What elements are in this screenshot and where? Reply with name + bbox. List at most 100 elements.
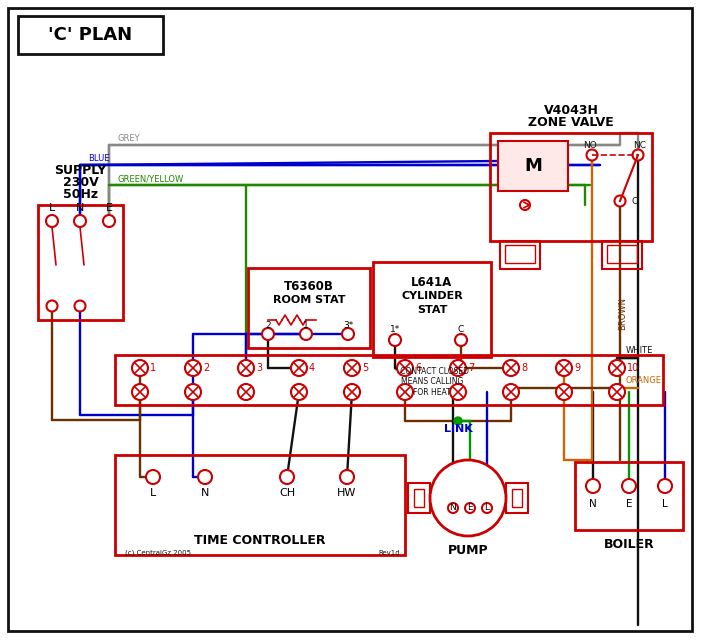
Text: NO: NO <box>583 140 597 149</box>
Text: NC: NC <box>633 140 647 149</box>
Circle shape <box>344 360 360 376</box>
Bar <box>18 16 163 54</box>
Bar <box>505 245 535 263</box>
Bar <box>38 205 123 320</box>
Circle shape <box>455 334 467 346</box>
Text: L: L <box>662 499 668 509</box>
Circle shape <box>658 479 672 493</box>
Text: WHITE: WHITE <box>626 346 654 355</box>
Text: GREEN/YELLOW: GREEN/YELLOW <box>117 174 183 183</box>
Text: GREY: GREY <box>117 134 140 143</box>
Circle shape <box>503 360 519 376</box>
Text: E: E <box>625 499 633 509</box>
Circle shape <box>340 470 354 484</box>
Circle shape <box>300 328 312 340</box>
Circle shape <box>586 479 600 493</box>
Text: 7: 7 <box>468 363 475 373</box>
Circle shape <box>291 384 307 400</box>
Circle shape <box>448 503 458 513</box>
Text: TIME CONTROLLER: TIME CONTROLLER <box>194 533 326 547</box>
Text: T6360B: T6360B <box>284 279 334 292</box>
Text: N: N <box>449 503 456 513</box>
Bar <box>248 268 370 348</box>
Bar <box>115 355 663 405</box>
Text: ZONE VALVE: ZONE VALVE <box>528 117 614 129</box>
Text: C: C <box>458 324 464 333</box>
Text: 3: 3 <box>256 363 262 373</box>
Circle shape <box>397 384 413 400</box>
Text: 4: 4 <box>309 363 315 373</box>
Text: BLUE: BLUE <box>88 154 110 163</box>
Text: BROWN: BROWN <box>618 297 628 330</box>
Circle shape <box>482 503 492 513</box>
Text: 8: 8 <box>521 363 527 373</box>
Circle shape <box>503 384 519 400</box>
Text: CH: CH <box>279 488 295 498</box>
Text: L641A: L641A <box>411 276 453 288</box>
Bar <box>512 489 522 507</box>
Text: (c) CentralGz 2005: (c) CentralGz 2005 <box>125 550 191 556</box>
Circle shape <box>342 328 354 340</box>
Text: LINK: LINK <box>444 424 472 434</box>
Bar <box>408 483 430 513</box>
Circle shape <box>74 215 86 227</box>
Text: 1: 1 <box>303 320 309 329</box>
Circle shape <box>46 301 58 312</box>
Bar <box>500 241 540 269</box>
Text: E: E <box>468 503 473 513</box>
Circle shape <box>622 479 636 493</box>
Text: N: N <box>76 203 84 213</box>
Circle shape <box>556 384 572 400</box>
Circle shape <box>132 360 148 376</box>
Text: STAT: STAT <box>417 305 447 315</box>
Circle shape <box>185 360 201 376</box>
Circle shape <box>103 215 115 227</box>
Text: ORANGE: ORANGE <box>626 376 662 385</box>
Text: L: L <box>484 503 489 513</box>
Bar <box>506 483 528 513</box>
Text: 230V: 230V <box>62 176 98 190</box>
Circle shape <box>146 470 160 484</box>
Text: BOILER: BOILER <box>604 538 654 551</box>
Circle shape <box>198 470 212 484</box>
Circle shape <box>46 215 58 227</box>
Circle shape <box>238 360 254 376</box>
Text: ROOM STAT: ROOM STAT <box>273 295 345 305</box>
Text: Rev1d: Rev1d <box>378 550 400 556</box>
Text: M: M <box>524 157 542 175</box>
Bar <box>575 462 683 530</box>
Bar <box>490 133 652 241</box>
Circle shape <box>465 503 475 513</box>
Text: V4043H: V4043H <box>543 104 598 117</box>
Text: E: E <box>105 203 112 213</box>
Text: L: L <box>49 203 55 213</box>
Circle shape <box>344 384 360 400</box>
Text: 'C' PLAN: 'C' PLAN <box>48 26 132 44</box>
Circle shape <box>633 149 644 160</box>
Bar <box>602 241 642 269</box>
Circle shape <box>454 417 462 425</box>
Text: 10: 10 <box>627 363 640 373</box>
Circle shape <box>291 360 307 376</box>
Text: 6: 6 <box>415 363 421 373</box>
Bar <box>607 245 637 263</box>
Circle shape <box>450 360 466 376</box>
Circle shape <box>74 301 86 312</box>
Circle shape <box>520 200 530 210</box>
Circle shape <box>586 149 597 160</box>
Circle shape <box>609 384 625 400</box>
Text: 2: 2 <box>203 363 209 373</box>
Text: N: N <box>201 488 209 498</box>
Circle shape <box>609 360 625 376</box>
Text: CYLINDER: CYLINDER <box>401 291 463 301</box>
Circle shape <box>262 328 274 340</box>
Text: HW: HW <box>338 488 357 498</box>
Text: 1*: 1* <box>390 324 400 333</box>
Text: 2: 2 <box>265 320 271 329</box>
Bar <box>373 262 491 357</box>
Text: L: L <box>150 488 156 498</box>
Text: 9: 9 <box>574 363 580 373</box>
Bar <box>498 141 568 191</box>
Text: PUMP: PUMP <box>448 544 489 556</box>
Circle shape <box>185 384 201 400</box>
